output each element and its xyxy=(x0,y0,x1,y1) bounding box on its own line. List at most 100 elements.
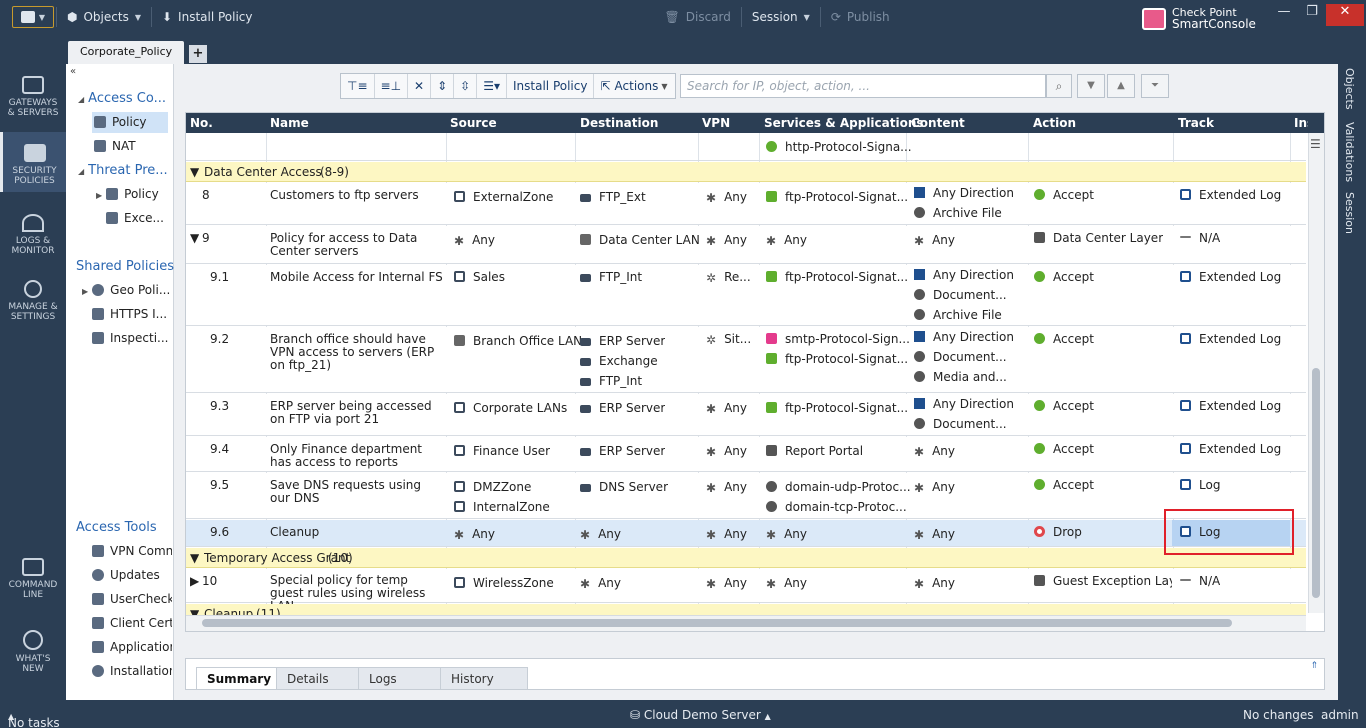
column-no[interactable]: No. xyxy=(190,116,213,130)
table-row[interactable]: 8 Customers to ftp servers ExternalZone … xyxy=(186,183,1306,225)
objects-menu-button[interactable]: ⬢ Objects ▼ xyxy=(59,0,149,34)
tree-access-policy[interactable]: Policy xyxy=(92,112,168,133)
filter-button[interactable]: ⏷ xyxy=(1141,74,1169,98)
nav-logs-monitor[interactable]: LOGS & MONITOR xyxy=(0,214,66,256)
tab-summary[interactable]: Summary xyxy=(196,667,283,689)
tree-inspection-settings[interactable]: Inspecti... xyxy=(92,331,172,345)
tab-objects[interactable]: Objects xyxy=(1343,68,1356,110)
tree-threat-prevention[interactable]: ◢ Threat Pre... xyxy=(78,163,174,178)
section-temporary-access-grant[interactable]: ▼ Temporary Access Grant (10) xyxy=(186,548,1306,568)
rule-expand-icon[interactable]: ▶ xyxy=(190,574,200,588)
toolbar-install-policy-button[interactable]: Install Policy xyxy=(507,74,595,98)
tool-installation-history[interactable]: Installation xyxy=(92,664,172,678)
nav-gateways-servers[interactable]: GATEWAYS & SERVERS xyxy=(0,76,66,118)
column-install-on[interactable]: Ins xyxy=(1294,116,1308,130)
column-menu-icon[interactable]: ☰ xyxy=(1310,137,1321,151)
column-track[interactable]: Track xyxy=(1178,116,1214,130)
tree-tp-policy[interactable]: ▶ Policy xyxy=(96,187,159,201)
add-tab-button[interactable]: + xyxy=(189,45,207,63)
nav-command-line[interactable]: COMMAND LINE xyxy=(0,558,66,600)
content-cell: ✱ Any xyxy=(914,477,955,498)
table-row[interactable]: 9.1 Mobile Access for Internal FS Sales … xyxy=(186,265,1306,326)
filetype-icon xyxy=(914,207,925,218)
previous-match-button[interactable]: ▲ xyxy=(1107,74,1135,98)
column-services[interactable]: Services & Applications xyxy=(764,116,924,130)
tab-history[interactable]: History xyxy=(440,667,528,689)
table-row[interactable]: 9.3 ERP server being accessed on FTP via… xyxy=(186,394,1306,436)
session-menu-button[interactable]: Session ▼ xyxy=(744,0,818,34)
expand-icon: ◢ xyxy=(78,95,85,104)
tool-vpn-communities[interactable]: VPN Comn xyxy=(92,544,172,558)
tab-validations[interactable]: Validations xyxy=(1343,122,1356,183)
action-cell: Accept xyxy=(1034,329,1094,349)
column-source[interactable]: Source xyxy=(450,116,497,130)
tree-nat[interactable]: NAT xyxy=(94,139,136,153)
install-policy-button[interactable]: ⬇ Install Policy xyxy=(154,0,261,34)
tree-access-control[interactable]: ◢ Access Co... xyxy=(78,91,174,106)
nav-manage-settings[interactable]: MANAGE & SETTINGS xyxy=(0,280,66,322)
track-cell-selected[interactable]: Log xyxy=(1172,520,1290,546)
section-collapse-icon[interactable]: ▼ xyxy=(190,551,200,565)
vertical-scroll-thumb[interactable] xyxy=(1312,368,1320,598)
main-menu-button[interactable]: ▼ xyxy=(12,6,54,28)
brand-line1: Check Point xyxy=(1172,6,1237,19)
column-destination[interactable]: Destination xyxy=(580,116,659,130)
tab-logs[interactable]: Logs xyxy=(358,667,444,689)
tree-shared-policies[interactable]: Shared Policies xyxy=(76,259,174,274)
actions-menu-button[interactable]: ⇱ Actions ▼ xyxy=(594,74,673,98)
server-status[interactable]: ⛁ Cloud Demo Server ▲ xyxy=(630,708,771,722)
nav-label: SETTINGS xyxy=(10,312,56,322)
close-button[interactable]: ✕ xyxy=(1326,4,1364,26)
table-row[interactable]: ▼ 9 Policy for access to Data Center ser… xyxy=(186,226,1306,264)
horizontal-scroll-thumb[interactable] xyxy=(202,619,1232,627)
next-match-button[interactable]: ▼ xyxy=(1077,74,1105,98)
section-data-center-access[interactable]: ▼ Data Center Access (8-9) xyxy=(186,162,1306,182)
tasks-status[interactable]: No tasks in progress ▲ xyxy=(8,708,60,728)
table-row-selected[interactable]: 9.6 Cleanup ✱ Any ✱ Any ✱ Any ✱ Any ✱ Any Dro… xyxy=(186,520,1306,547)
publish-button[interactable]: ⟳ Publish xyxy=(823,0,898,34)
restore-button[interactable]: ❐ xyxy=(1306,4,1318,19)
table-row[interactable]: 9.4 Only Finance department has access t… xyxy=(186,437,1306,472)
nav-security-policies[interactable]: SECURITY POLICIES xyxy=(0,132,66,192)
section-collapse-icon[interactable]: ▼ xyxy=(190,607,200,621)
track-cell: Extended Log xyxy=(1180,329,1281,349)
source-cell: InternalZone xyxy=(454,497,550,517)
tree-access-tools[interactable]: Access Tools xyxy=(76,520,157,535)
nav-label: SECURITY xyxy=(12,166,57,176)
collapse-panel-button[interactable]: « xyxy=(70,66,77,77)
tab-session[interactable]: Session xyxy=(1343,192,1356,234)
column-content[interactable]: Content xyxy=(911,116,965,130)
column-vpn[interactable]: VPN xyxy=(702,116,731,130)
column-action[interactable]: Action xyxy=(1033,116,1077,130)
nav-label: MANAGE & xyxy=(8,302,58,312)
search-button[interactable]: ⌕ xyxy=(1046,74,1072,98)
delete-rule-button[interactable]: ✕ xyxy=(408,74,432,98)
expand-panel-icon[interactable]: ⇑ xyxy=(1310,661,1318,671)
tree-https-inspection[interactable]: HTTPS I... xyxy=(92,307,172,321)
table-row[interactable]: http-Protocol-Signa... xyxy=(186,133,1306,161)
search-input[interactable]: Search for IP, object, action, ... xyxy=(680,74,1046,98)
tool-updates[interactable]: Updates xyxy=(92,568,172,582)
tab-corporate-policy[interactable]: Corporate_Policy xyxy=(68,41,184,65)
list-menu-button[interactable]: ☰▾ xyxy=(477,74,507,98)
collapse-all-button[interactable]: ⇳ xyxy=(454,74,478,98)
table-row[interactable]: 9.5 Save DNS requests using our DNS DMZZ… xyxy=(186,473,1306,519)
tool-application-wiki[interactable]: Applicatior xyxy=(92,640,172,654)
rule-collapse-icon[interactable]: ▼ xyxy=(190,231,200,245)
table-row[interactable]: 9.2 Branch office should have VPN access… xyxy=(186,327,1306,393)
add-rule-above-button[interactable]: ⊤≡ xyxy=(341,74,375,98)
section-collapse-icon[interactable]: ▼ xyxy=(190,165,200,179)
nav-whats-new[interactable]: WHAT'S NEW xyxy=(0,630,66,674)
tree-geo-policy[interactable]: ▶ Geo Poli... xyxy=(82,283,172,297)
tree-exceptions[interactable]: Exce... xyxy=(106,211,164,225)
table-row[interactable]: ▶ 10 Special policy for temp guest rules… xyxy=(186,569,1306,613)
column-name[interactable]: Name xyxy=(270,116,309,130)
minimize-button[interactable]: — xyxy=(1277,4,1291,19)
tab-details[interactable]: Details xyxy=(276,667,360,689)
discard-button[interactable]: 🗑 Discard xyxy=(657,0,739,34)
expand-all-button[interactable]: ⇕ xyxy=(431,74,455,98)
tool-usercheck[interactable]: UserCheck xyxy=(92,592,172,606)
add-rule-below-button[interactable]: ≡⊥ xyxy=(375,74,409,98)
tool-client-certificates[interactable]: Client Certi xyxy=(92,616,172,630)
track-value: N/A xyxy=(1199,231,1221,245)
